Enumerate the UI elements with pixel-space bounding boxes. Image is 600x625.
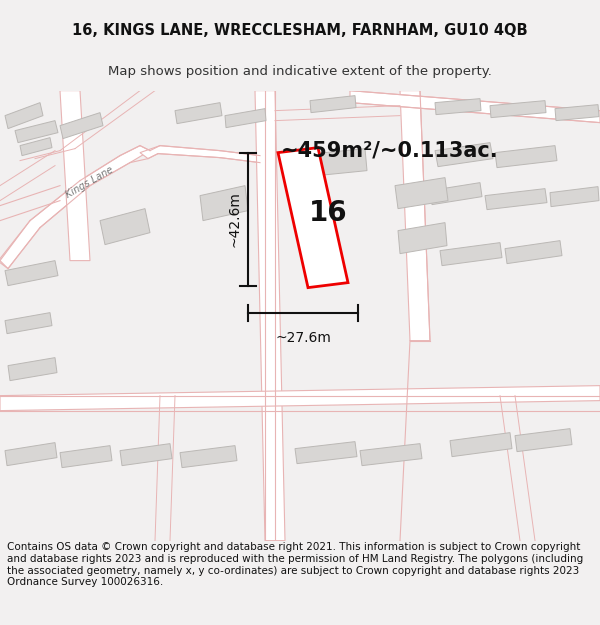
Text: Map shows position and indicative extent of the property.: Map shows position and indicative extent… [108, 65, 492, 78]
Polygon shape [550, 187, 599, 207]
Polygon shape [0, 146, 150, 269]
Polygon shape [278, 148, 348, 288]
Polygon shape [435, 142, 493, 167]
Polygon shape [100, 209, 150, 244]
Text: 16: 16 [308, 199, 347, 227]
Polygon shape [60, 112, 103, 139]
Text: Kings Lane: Kings Lane [64, 165, 116, 200]
Polygon shape [450, 432, 512, 457]
Polygon shape [295, 149, 367, 178]
Polygon shape [175, 102, 222, 124]
Polygon shape [440, 242, 502, 266]
Polygon shape [20, 138, 52, 156]
Polygon shape [295, 442, 357, 464]
Polygon shape [505, 241, 562, 264]
Polygon shape [5, 312, 52, 334]
Polygon shape [430, 182, 482, 204]
Text: ~27.6m: ~27.6m [275, 331, 331, 344]
Text: Contains OS data © Crown copyright and database right 2021. This information is : Contains OS data © Crown copyright and d… [7, 542, 583, 587]
Polygon shape [485, 189, 547, 209]
Polygon shape [5, 261, 58, 286]
Polygon shape [5, 102, 43, 129]
Polygon shape [350, 91, 600, 123]
Text: ~42.6m: ~42.6m [227, 191, 241, 247]
Polygon shape [555, 104, 599, 121]
Polygon shape [15, 121, 58, 142]
Polygon shape [398, 222, 447, 254]
Polygon shape [120, 444, 172, 466]
Text: 16, KINGS LANE, WRECCLESHAM, FARNHAM, GU10 4QB: 16, KINGS LANE, WRECCLESHAM, FARNHAM, GU… [72, 22, 528, 38]
Polygon shape [200, 186, 248, 221]
Polygon shape [8, 357, 57, 381]
Polygon shape [180, 446, 237, 468]
Polygon shape [490, 101, 546, 118]
Polygon shape [435, 99, 481, 114]
Polygon shape [360, 444, 422, 466]
Polygon shape [255, 91, 285, 541]
Text: ~459m²/~0.113ac.: ~459m²/~0.113ac. [281, 141, 499, 161]
Polygon shape [310, 96, 356, 112]
Polygon shape [400, 91, 430, 341]
Polygon shape [495, 146, 557, 168]
Polygon shape [225, 109, 266, 127]
Polygon shape [60, 91, 90, 261]
Polygon shape [515, 429, 572, 452]
Polygon shape [395, 177, 448, 209]
Polygon shape [140, 146, 260, 162]
Polygon shape [0, 386, 600, 411]
Polygon shape [60, 446, 112, 468]
Polygon shape [5, 442, 57, 466]
